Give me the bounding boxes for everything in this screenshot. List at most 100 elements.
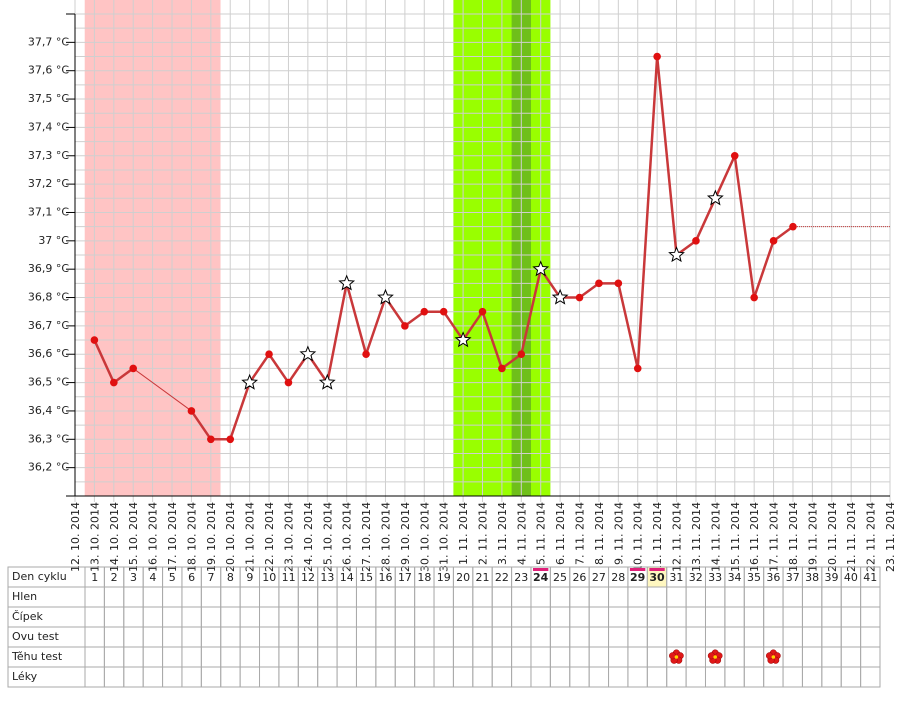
- table-cell: [704, 666, 726, 688]
- data-point: [265, 350, 273, 359]
- table-cell: [608, 606, 629, 628]
- petal: [707, 652, 715, 660]
- table-cell: [782, 606, 803, 628]
- cycle-day: 25: [553, 571, 567, 584]
- table-cell: [181, 626, 202, 648]
- data-point: [730, 151, 739, 160]
- table-cell: [763, 666, 784, 688]
- table-cell: [763, 586, 784, 608]
- table-cell: [840, 626, 862, 648]
- data-point: [750, 293, 758, 302]
- table-cell: [220, 586, 241, 608]
- row-label: Čípek: [12, 610, 43, 623]
- cycle-day: 2: [111, 571, 118, 584]
- table-cell: [472, 606, 493, 628]
- row-label: Léky: [12, 670, 38, 683]
- table-cell: [704, 606, 726, 628]
- x-tick-label: 24. 10. 2014: [302, 502, 315, 572]
- cycle-day: 20: [456, 571, 470, 584]
- cycle-day: 10: [262, 571, 276, 584]
- table-cell: [763, 606, 784, 628]
- y-tick-label: 37,4 °C: [28, 120, 69, 133]
- x-tick-label: 16. 11. 2014: [748, 502, 761, 572]
- table-cell: [375, 586, 396, 608]
- x-tick-label: 4. 11. 2014: [515, 502, 528, 565]
- table-cell: [259, 606, 280, 628]
- table-cell: [569, 586, 590, 608]
- table-cell: [297, 646, 319, 668]
- x-tick-label: 23. 11. 2014: [884, 502, 897, 572]
- table-cell: [103, 606, 125, 628]
- pregnancy-test-icon: [765, 649, 781, 664]
- table-cell: [743, 666, 765, 688]
- table-cell: [162, 626, 183, 648]
- table-cell: [782, 666, 803, 688]
- table-cell: [317, 666, 338, 688]
- x-tick-label: 22. 11. 2014: [865, 502, 878, 572]
- data-point: [226, 435, 235, 444]
- row-label: Těhu test: [11, 650, 63, 663]
- table-cell: [200, 626, 222, 648]
- x-tick-label: 28. 10. 2014: [379, 502, 392, 572]
- x-tick-label: 1. 11. 2014: [457, 502, 470, 565]
- table-cell: [317, 606, 338, 628]
- data-point: [595, 279, 603, 288]
- x-tick-label: 29. 10. 2014: [399, 502, 412, 572]
- table-cell: [142, 666, 164, 688]
- table-row: [7, 666, 881, 688]
- data-point: [478, 307, 487, 316]
- x-tick-label: 6. 11. 2014: [554, 502, 567, 565]
- table-cell: [200, 606, 222, 628]
- table-cell: [724, 626, 745, 648]
- table-cell: [530, 666, 551, 688]
- table-cell: [491, 646, 513, 668]
- x-tick-label: 13. 11. 2014: [690, 502, 703, 572]
- star-point: [668, 246, 685, 263]
- table-cell: [569, 646, 590, 668]
- table-cell: [123, 626, 144, 648]
- table-cell: [627, 646, 648, 668]
- table-cell: [724, 666, 745, 688]
- table-cell: [743, 586, 765, 608]
- table-cell: [472, 666, 493, 688]
- table-cell: [666, 666, 687, 688]
- table-row: [7, 646, 881, 668]
- data-point: [110, 378, 118, 387]
- table-cell: [414, 626, 435, 648]
- y-tick-label: 37,6 °C: [28, 64, 69, 77]
- table-cell: [608, 626, 629, 648]
- cycle-day: 39: [825, 571, 839, 584]
- table-cell: [666, 626, 687, 648]
- cycle-day: 41: [863, 571, 877, 584]
- table-cell: [278, 646, 299, 668]
- table-cell: [801, 666, 823, 688]
- table-cell: [743, 606, 765, 628]
- table-cell: [375, 606, 396, 628]
- table-cell: [162, 666, 183, 688]
- cycle-day: 32: [689, 571, 703, 584]
- cycle-day: 13: [320, 571, 334, 584]
- x-tick-label: 12. 10. 2014: [69, 502, 82, 572]
- table-cell: [220, 626, 241, 648]
- table-cell: [142, 606, 164, 628]
- table-cell: [84, 586, 105, 608]
- table-cell: [336, 606, 357, 628]
- data-point: [633, 364, 642, 373]
- table-cell: [511, 606, 532, 628]
- x-tick-label: 26. 10. 2014: [341, 502, 354, 572]
- table-cell: [724, 606, 745, 628]
- table-cell: [549, 646, 571, 668]
- x-tick-label: 27. 10. 2014: [360, 502, 373, 572]
- star-point: [454, 331, 472, 348]
- table-cell: [801, 586, 823, 608]
- table-cell: [200, 666, 222, 688]
- table-cell: [433, 586, 454, 608]
- table-cell: [433, 646, 454, 668]
- table-cell: [375, 666, 396, 688]
- table-cell: [297, 586, 319, 608]
- table-cell: [259, 666, 280, 688]
- x-tick-label: 12. 11. 2014: [671, 502, 684, 572]
- table-cell: [162, 646, 183, 668]
- flower-center: [674, 655, 679, 659]
- table-cell: [84, 666, 105, 688]
